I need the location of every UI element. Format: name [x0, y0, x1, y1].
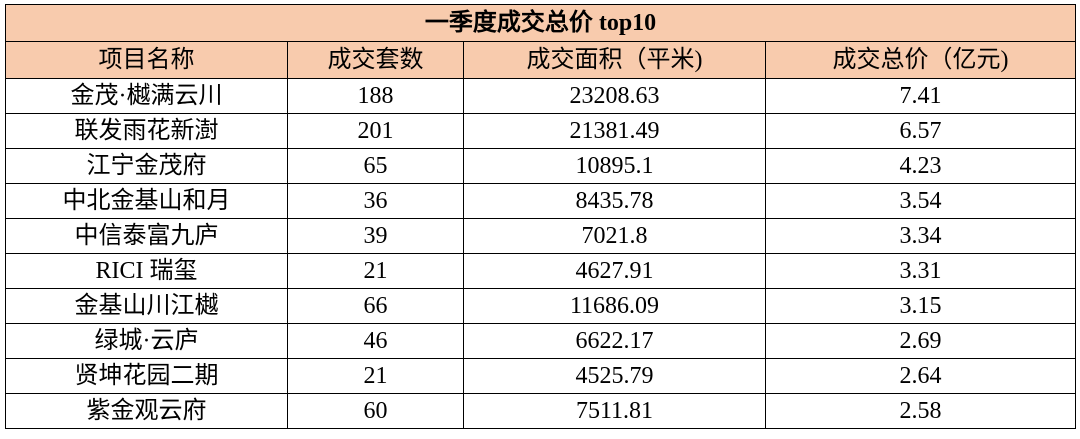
table-cell: 3.34	[764, 218, 1077, 254]
table-row: 金基山川江樾 66 11686.09 3.15	[5, 288, 1077, 324]
table-cell: 3.54	[764, 183, 1077, 219]
data-table: 一季度成交总价 top10 项目名称 成交套数 成交面积（平米) 成交总价（亿元) 金茂…	[4, 4, 1077, 429]
header-cell: 项目名称	[5, 41, 288, 79]
table-cell: 8435.78	[463, 183, 766, 219]
table-cell: 江宁金茂府	[5, 148, 288, 184]
table-cell: 6622.17	[463, 323, 766, 359]
table-cell: 贤坤花园二期	[5, 358, 288, 394]
table-cell: 联发雨花新澍	[5, 113, 288, 149]
table-cell: 4.23	[764, 148, 1077, 184]
table-cell: 21	[287, 358, 464, 394]
table-row: 江宁金茂府 65 10895.1 4.23	[5, 148, 1077, 184]
header-cell: 成交面积（平米)	[463, 41, 766, 79]
table-cell: 紫金观云府	[5, 393, 288, 429]
table-cell: 金基山川江樾	[5, 288, 288, 324]
table-cell: 4627.91	[463, 253, 766, 289]
table-row: 绿城·云庐 46 6622.17 2.69	[5, 323, 1077, 359]
table-cell: 188	[287, 78, 464, 114]
table-cell: 3.31	[764, 253, 1077, 289]
table-cell: 3.15	[764, 288, 1077, 324]
table-cell: 7511.81	[463, 393, 766, 429]
table-row: RICI 瑞玺 21 4627.91 3.31	[5, 253, 1077, 289]
header-row: 项目名称 成交套数 成交面积（平米) 成交总价（亿元)	[5, 41, 1077, 79]
table-cell: 绿城·云庐	[5, 323, 288, 359]
table-cell: 金茂·樾满云川	[5, 78, 288, 114]
table-cell: RICI 瑞玺	[5, 253, 288, 289]
table-cell: 10895.1	[463, 148, 766, 184]
table-cell: 65	[287, 148, 464, 184]
table-cell: 11686.09	[463, 288, 766, 324]
header-cell: 成交总价（亿元)	[764, 41, 1077, 79]
table-cell: 7021.8	[463, 218, 766, 254]
table-cell: 中北金基山和月	[5, 183, 288, 219]
table-cell: 21	[287, 253, 464, 289]
header-cell: 成交套数	[287, 41, 464, 79]
table-body: 一季度成交总价 top10 项目名称 成交套数 成交面积（平米) 成交总价（亿元) 金茂…	[4, 4, 1077, 429]
table-row: 联发雨花新澍 201 21381.49 6.57	[5, 113, 1077, 149]
table-cell: 46	[287, 323, 464, 359]
table-cell: 2.64	[764, 358, 1077, 394]
table-cell: 中信泰富九庐	[5, 218, 288, 254]
table-cell: 201	[287, 113, 464, 149]
table-cell: 39	[287, 218, 464, 254]
table-title: 一季度成交总价 top10	[4, 4, 1077, 42]
table-cell: 2.69	[764, 323, 1077, 359]
table-row: 中信泰富九庐 39 7021.8 3.34	[5, 218, 1077, 254]
table-cell: 66	[287, 288, 464, 324]
table-row: 金茂·樾满云川 188 23208.63 7.41	[5, 78, 1077, 114]
table-row: 贤坤花园二期 21 4525.79 2.64	[5, 358, 1077, 394]
table-cell: 23208.63	[463, 78, 766, 114]
table-cell: 60	[287, 393, 464, 429]
table-row: 中北金基山和月 36 8435.78 3.54	[5, 183, 1077, 219]
table-cell: 4525.79	[463, 358, 766, 394]
title-row: 一季度成交总价 top10	[4, 4, 1077, 42]
table-cell: 36	[287, 183, 464, 219]
table-cell: 2.58	[764, 393, 1077, 429]
table-cell: 6.57	[764, 113, 1077, 149]
table-row: 紫金观云府 60 7511.81 2.58	[5, 393, 1077, 429]
table-cell: 21381.49	[463, 113, 766, 149]
table-cell: 7.41	[764, 78, 1077, 114]
